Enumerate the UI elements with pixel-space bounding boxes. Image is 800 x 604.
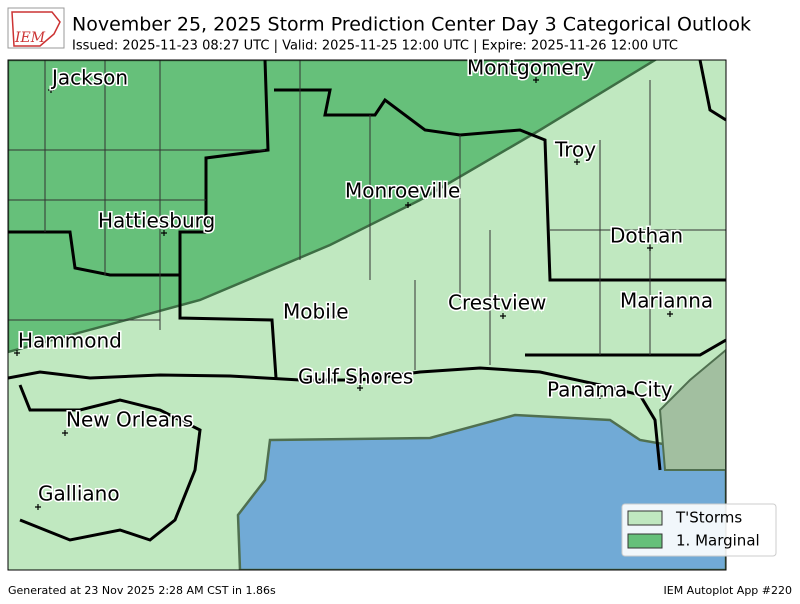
outlook-edge: [658, 348, 726, 471]
city-label: Panama City: [547, 378, 673, 402]
subtitle: Issued: 2025-11-23 08:27 UTC | Valid: 20…: [72, 39, 678, 54]
legend-label: T'Storms: [675, 509, 742, 527]
city-markers: [14, 77, 673, 510]
city-label: Hammond: [18, 329, 122, 353]
city-label: New Orleans: [66, 408, 193, 432]
legend: T'Storms 1. Marginal: [621, 503, 777, 557]
city-label: Troy: [554, 138, 596, 162]
city-label: Galliano: [38, 482, 120, 506]
county-lines: [8, 60, 726, 370]
logo-text: IEM: [14, 30, 46, 46]
state-borders: [8, 60, 726, 542]
city-label: Jackson: [50, 66, 128, 90]
city-label: Monroeville: [345, 179, 460, 203]
city-label: Montgomery: [467, 56, 594, 80]
city-label: Gulf Shores: [298, 365, 413, 389]
city-label: Dothan: [610, 224, 683, 248]
map: Jackson Montgomery Troy Monroeville Hatt…: [7, 54, 727, 571]
logo: IEM: [7, 7, 65, 49]
city-label: Crestview: [448, 291, 546, 315]
footer-right: IEM Autoplot App #220: [664, 584, 793, 597]
title: November 25, 2025 Storm Prediction Cente…: [72, 14, 751, 36]
city-label: Marianna: [620, 289, 713, 313]
legend-label: 1. Marginal: [676, 532, 760, 550]
map-frame: [7, 59, 727, 571]
legend-swatch: [627, 510, 663, 526]
city-label: Mobile: [283, 300, 349, 324]
city-label: Hattiesburg: [98, 209, 215, 233]
legend-swatch: [627, 533, 663, 549]
gulf-water: [236, 413, 726, 570]
footer-left: Generated at 23 Nov 2025 2:28 AM CST in …: [8, 584, 276, 597]
logo-outline: [11, 11, 61, 47]
